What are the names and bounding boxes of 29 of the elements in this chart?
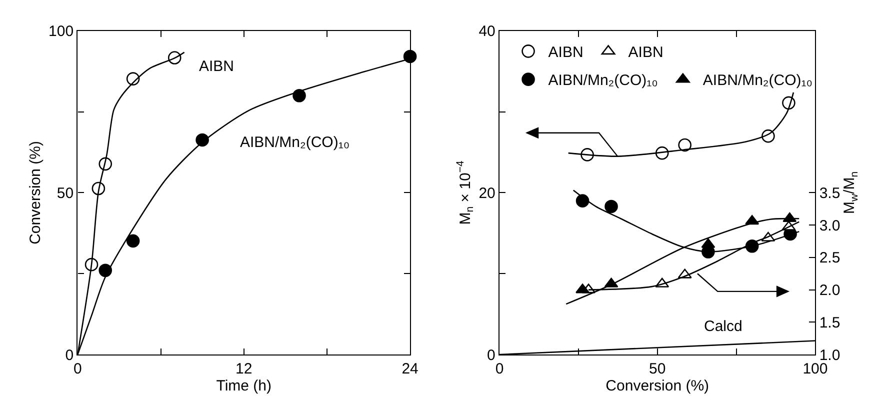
- y2-tick-label: 3.0: [819, 217, 840, 234]
- x-tick-label: 50: [649, 360, 666, 378]
- y-tick-label: 100: [48, 23, 74, 40]
- legend-label: AIBN/Mn₂(CO)₁₀: [702, 72, 813, 90]
- y-axis-title: Conversion (%): [26, 141, 44, 244]
- y2-tick-label: 2.0: [819, 282, 840, 300]
- y-tick-label: 50: [56, 184, 74, 202]
- y-tick-label: 0: [65, 346, 74, 364]
- y-tick-label: 20: [478, 184, 496, 202]
- y-tick-label: 40: [478, 23, 496, 40]
- x-tick-label: 24: [402, 360, 418, 378]
- x-tick-label: 12: [236, 360, 252, 378]
- x-axis-title: Time (h): [216, 378, 272, 395]
- y-tick-label: 0: [487, 346, 496, 364]
- y2-tick-label: 2.5: [819, 250, 840, 267]
- point: [576, 194, 590, 208]
- text: AIBN/Mn₂(CO)₁₀: [240, 134, 350, 151]
- legend-label: AIBN/Mn₂(CO)₁₀: [548, 72, 658, 90]
- x-axis-title: Conversion (%): [606, 378, 710, 395]
- series-label: Calcd: [704, 318, 742, 335]
- point: [126, 234, 140, 248]
- series-label: AIBN: [199, 58, 234, 75]
- legend-label: AIBN: [628, 44, 664, 62]
- y2-tick-label: 3.5: [819, 184, 840, 202]
- point: [604, 200, 618, 214]
- point: [678, 138, 692, 152]
- y2-tick-label: 1.5: [819, 314, 840, 332]
- point: [292, 88, 306, 102]
- legend-label: AIBN: [548, 44, 584, 62]
